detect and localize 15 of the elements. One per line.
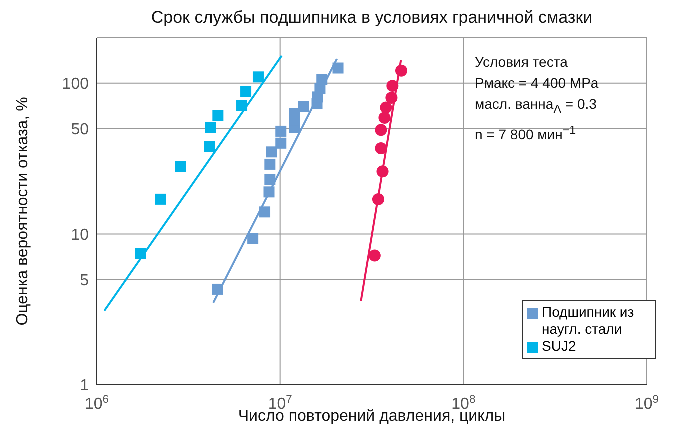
y-tick-label: 1 bbox=[80, 378, 90, 395]
y-tick-label: 50 bbox=[71, 121, 90, 138]
legend-label: SUJ2 bbox=[542, 338, 576, 355]
y-tick-label: 5 bbox=[80, 272, 90, 290]
x-tick-label: 10$^{9}$ bbox=[634, 394, 660, 413]
y-axis-title: Оценка вероятности отказа, % bbox=[14, 97, 32, 326]
y-tick-label: 100 bbox=[62, 76, 90, 94]
annotation: Условия теста bbox=[475, 53, 569, 72]
y-tick-label: 10 bbox=[71, 226, 90, 244]
annotation: n = 7 800 мин$^{−1}$ bbox=[475, 122, 578, 144]
x-tick-label: 10$^{6}$ bbox=[84, 394, 110, 413]
annotation: Pмакс = 4 400 MPa bbox=[475, 74, 599, 93]
chart-title: Срок службы подшипника в условиях граничной смазки bbox=[150, 8, 594, 28]
annotation: масл. ванна$_{Λ}$ = 0.3 bbox=[475, 95, 598, 118]
legend-label: Подшипник из наугл. стали bbox=[542, 304, 636, 338]
